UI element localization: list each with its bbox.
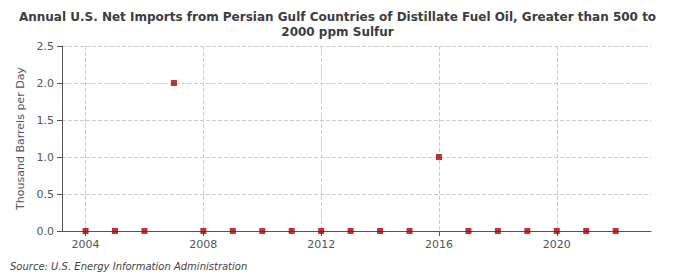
svg-text:2008: 2008 [189,238,217,251]
svg-text:Source: U.S. Energy Informatio: Source: U.S. Energy Information Administ… [10,261,247,272]
svg-text:0.5: 0.5 [37,188,55,201]
svg-text:1.5: 1.5 [37,114,55,127]
svg-text:2012: 2012 [307,238,335,251]
svg-text:2.5: 2.5 [37,40,55,53]
svg-text:Thousand Barrels per Day: Thousand Barrels per Day [14,67,27,211]
svg-text:Annual U.S. Net Imports from P: Annual U.S. Net Imports from Persian Gul… [19,10,656,24]
svg-text:1.0: 1.0 [37,151,55,164]
svg-text:2020: 2020 [543,238,571,251]
svg-text:2004: 2004 [72,238,100,251]
svg-text:2000 ppm Sulfur: 2000 ppm Sulfur [281,25,394,39]
svg-text:2.0: 2.0 [37,77,55,90]
svg-text:0.0: 0.0 [37,225,55,238]
svg-text:2016: 2016 [425,238,453,251]
